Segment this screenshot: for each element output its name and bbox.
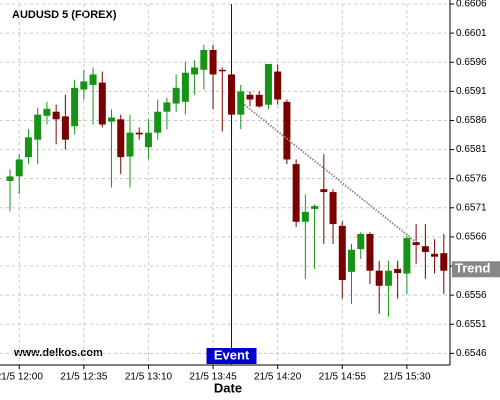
event-label-box — [206, 348, 257, 364]
candle-body — [191, 67, 199, 75]
trend-label: Trend — [455, 261, 490, 276]
candle-body — [172, 87, 180, 104]
y-tick-label: 0.6576 — [456, 173, 487, 184]
y-tick-label: 0.6551 — [456, 319, 487, 330]
y-tick-label: 0.6571 — [456, 202, 487, 213]
candle-body — [292, 164, 300, 222]
candle-body — [375, 270, 383, 286]
y-tick-label: 0.6581 — [456, 144, 487, 155]
candle-body — [338, 225, 346, 280]
x-axis-title: Date — [214, 380, 242, 395]
candle-body — [34, 114, 42, 140]
candle-body — [89, 74, 97, 85]
candle-body — [412, 242, 420, 246]
candle-body — [218, 69, 226, 72]
y-tick-label: 0.6596 — [456, 57, 487, 68]
x-tick-label: 21/5 13:45 — [189, 372, 237, 383]
candle-body — [384, 270, 392, 286]
candle-body — [108, 117, 116, 122]
candle-body — [348, 249, 356, 272]
candle-body — [98, 82, 106, 125]
x-tick-label: 21/5 12:00 — [0, 372, 43, 383]
candle-body — [283, 101, 291, 160]
trend-label-box — [452, 261, 500, 278]
candle-body — [320, 189, 328, 193]
x-tick-label: 21/5 13:10 — [125, 372, 173, 383]
candle-body — [15, 159, 23, 177]
candle-body — [209, 49, 217, 75]
y-tick-label: 0.6606 — [456, 0, 487, 10]
x-tick-label: 21/5 14:55 — [319, 372, 367, 383]
y-tick-label: 0.6586 — [456, 115, 487, 126]
candle-body — [80, 81, 88, 90]
candle-body — [246, 94, 254, 100]
chart-title: AUDUSD 5 (FOREX) — [12, 9, 117, 21]
candle-body — [394, 268, 402, 274]
candle-body — [403, 238, 411, 274]
candle-body — [6, 176, 14, 182]
candle-body — [117, 119, 125, 158]
x-tick-label: 21/5 12:35 — [60, 372, 108, 383]
candle-body — [126, 132, 134, 157]
candle-body — [357, 233, 365, 250]
candle-body — [421, 246, 429, 253]
y-tick-label: 0.6566 — [456, 232, 487, 243]
candle-body — [366, 233, 374, 271]
y-tick-label: 0.6546 — [456, 348, 487, 359]
candle-body — [301, 211, 309, 222]
candle-body — [274, 71, 282, 100]
candle-body — [52, 111, 60, 120]
trend-line — [243, 103, 417, 243]
candle-body — [71, 87, 79, 127]
event-label: Event — [214, 347, 250, 362]
watermark: www.delkos.com — [13, 347, 103, 359]
candle-body — [181, 72, 189, 102]
candle-body — [237, 91, 245, 115]
x-tick-label: 21/5 14:20 — [254, 372, 302, 383]
candle-body — [431, 253, 439, 257]
candle-body — [144, 132, 152, 148]
x-tick-label: 21/5 15:30 — [383, 372, 431, 383]
candle-body — [440, 253, 448, 271]
candle-body — [200, 49, 208, 70]
candle-body — [43, 108, 51, 116]
candle-body — [135, 132, 143, 135]
candle-body — [255, 94, 263, 107]
candle-body — [154, 111, 162, 133]
candle-body — [61, 116, 69, 140]
candle-body — [264, 63, 272, 105]
candle-body — [24, 137, 32, 158]
y-tick-label: 0.6601 — [456, 28, 487, 39]
y-tick-label: 0.6591 — [456, 86, 487, 97]
candle-body — [163, 102, 171, 112]
y-tick-label: 0.6556 — [456, 290, 487, 301]
candle-body — [311, 206, 319, 209]
candle-body — [329, 192, 337, 225]
